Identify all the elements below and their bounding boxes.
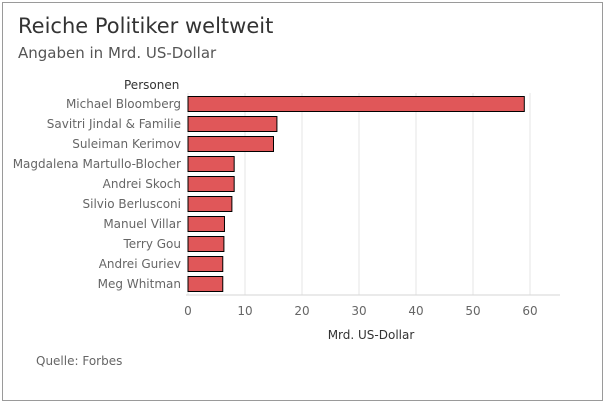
category-label: Andrei Guriev bbox=[99, 257, 181, 271]
x-tick-labels: 0 10 20 30 40 50 60 bbox=[184, 304, 537, 318]
x-tick-label: 30 bbox=[351, 304, 366, 318]
bars bbox=[187, 96, 525, 292]
bar bbox=[187, 136, 274, 152]
category-label: Manuel Villar bbox=[103, 217, 181, 231]
bar bbox=[187, 176, 235, 192]
gridlines bbox=[186, 93, 560, 296]
category-label: Terry Gou bbox=[123, 237, 182, 251]
bar bbox=[187, 196, 233, 212]
category-label: Andrei Skoch bbox=[103, 177, 181, 191]
x-tick-label: 20 bbox=[294, 304, 309, 318]
x-tick-label: 50 bbox=[465, 304, 480, 318]
bar bbox=[187, 256, 224, 272]
bar bbox=[187, 276, 224, 292]
bar bbox=[187, 116, 278, 132]
category-label: Silvio Berlusconi bbox=[83, 197, 182, 211]
category-header: Personen bbox=[124, 78, 179, 92]
bar bbox=[187, 156, 235, 172]
source-note: Quelle: Forbes bbox=[36, 354, 123, 368]
x-axis-label: Mrd. US-Dollar bbox=[328, 328, 415, 342]
chart-title: Reiche Politiker weltweit bbox=[18, 14, 274, 38]
bar bbox=[187, 96, 525, 112]
bar bbox=[187, 216, 225, 232]
bar bbox=[187, 236, 225, 252]
category-label: Suleiman Kerimov bbox=[72, 137, 181, 151]
x-tick-label: 0 bbox=[184, 304, 192, 318]
x-tick-label: 60 bbox=[522, 304, 537, 318]
chart-subtitle: Angaben in Mrd. US-Dollar bbox=[18, 44, 217, 62]
chart-frame bbox=[2, 2, 603, 401]
category-label: Meg Whitman bbox=[98, 277, 181, 291]
x-tick-label: 40 bbox=[408, 304, 423, 318]
category-label: Magdalena Martullo-Blocher bbox=[13, 157, 181, 171]
category-label: Michael Bloomberg bbox=[66, 97, 181, 111]
category-label: Savitri Jindal & Familie bbox=[47, 117, 181, 131]
x-tick-label: 10 bbox=[237, 304, 252, 318]
category-labels: Michael Bloomberg Savitri Jindal & Famili… bbox=[13, 97, 181, 291]
